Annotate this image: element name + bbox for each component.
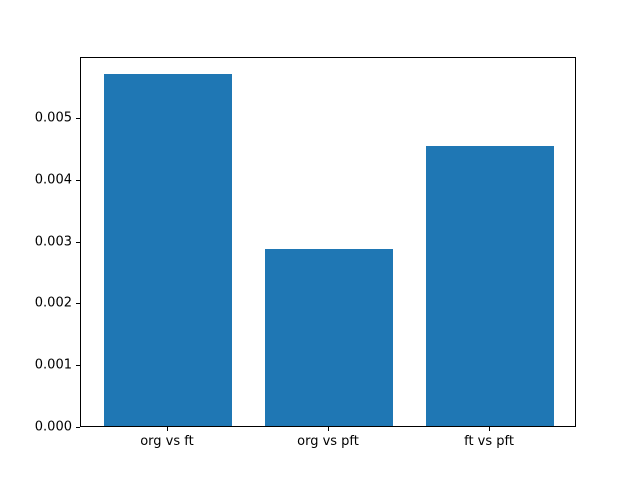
x-tick-label: org vs ft	[140, 434, 194, 449]
bar-org-vs-pft	[264, 248, 394, 426]
y-tick-mark	[76, 303, 80, 305]
y-tick-mark	[76, 117, 80, 119]
x-tick-label: ft vs pft	[464, 434, 514, 449]
y-tick-label: 0.003	[34, 234, 72, 250]
y-tick-mark	[76, 365, 80, 367]
bar-org-vs-ft	[103, 73, 233, 426]
y-tick-mark	[76, 179, 80, 181]
y-tick-label: 0.001	[34, 357, 72, 373]
x-tick-mark	[489, 427, 491, 431]
y-tick-label: 0.004	[34, 172, 72, 188]
y-tick-label: 0.000	[34, 419, 72, 435]
y-tick-label: 0.005	[34, 110, 72, 126]
x-tick-label: org vs pft	[297, 434, 359, 449]
plot-area	[80, 57, 576, 427]
y-tick-mark	[76, 427, 80, 428]
x-tick-mark	[166, 427, 168, 431]
y-tick-mark	[76, 241, 80, 243]
bar-ft-vs-pft	[425, 145, 555, 426]
y-tick-label: 0.002	[34, 295, 72, 311]
x-tick-mark	[328, 427, 329, 431]
